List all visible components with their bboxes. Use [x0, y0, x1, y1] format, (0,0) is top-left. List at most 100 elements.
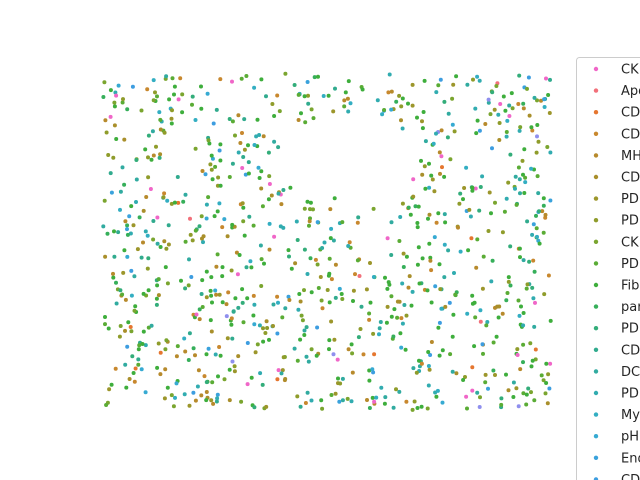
data-point	[118, 189, 123, 194]
data-point	[128, 325, 133, 329]
data-point	[236, 113, 241, 118]
data-point	[367, 378, 372, 383]
data-point	[442, 212, 447, 217]
data-point	[227, 398, 232, 403]
data-point	[302, 288, 306, 293]
data-point	[525, 219, 530, 224]
data-point	[169, 116, 174, 121]
data-point	[165, 385, 170, 390]
data-point	[518, 125, 523, 130]
data-point	[129, 329, 134, 334]
data-point	[497, 121, 502, 125]
data-point	[345, 396, 350, 401]
data-point	[374, 395, 379, 400]
data-point	[251, 223, 256, 228]
data-point	[478, 185, 483, 189]
data-point	[458, 249, 463, 254]
data-point	[391, 405, 396, 410]
data-point	[531, 222, 536, 227]
data-point	[163, 265, 168, 270]
data-point	[382, 108, 387, 112]
data-point	[241, 205, 246, 210]
data-point	[477, 78, 482, 83]
data-point	[503, 108, 508, 113]
data-point	[356, 215, 361, 220]
data-point	[158, 152, 163, 157]
data-point	[305, 80, 310, 84]
data-point	[261, 134, 266, 139]
data-point	[125, 107, 130, 112]
data-point	[319, 398, 324, 403]
data-point	[179, 278, 183, 283]
data-point	[473, 186, 478, 191]
data-point	[541, 230, 546, 235]
data-point	[434, 131, 438, 136]
data-point	[169, 121, 174, 126]
data-point	[349, 342, 354, 347]
data-point	[230, 119, 235, 124]
data-point	[544, 76, 548, 81]
data-point	[121, 97, 125, 102]
data-point	[448, 352, 453, 357]
data-point	[546, 93, 551, 97]
data-point	[518, 255, 522, 260]
data-point	[146, 175, 151, 180]
data-point	[313, 257, 318, 262]
data-point	[470, 188, 475, 193]
data-point	[204, 380, 209, 385]
data-point	[347, 240, 352, 245]
data-point	[386, 90, 391, 95]
scatter-points	[101, 71, 553, 412]
data-point	[370, 395, 375, 400]
legend-label: My	[621, 408, 640, 423]
data-point	[134, 177, 139, 182]
data-point	[235, 272, 240, 277]
data-point	[548, 361, 553, 366]
data-point	[104, 130, 109, 135]
data-point	[529, 166, 534, 171]
data-point	[370, 367, 375, 372]
data-point	[222, 217, 227, 222]
data-point	[214, 264, 219, 269]
data-point	[206, 346, 211, 351]
data-point	[276, 300, 280, 305]
data-point	[548, 150, 553, 155]
data-point	[287, 298, 292, 302]
data-point	[211, 401, 216, 406]
data-point	[230, 336, 235, 341]
data-point	[200, 305, 205, 309]
data-point	[125, 344, 130, 349]
data-point	[218, 183, 223, 188]
data-point	[255, 342, 260, 347]
data-point	[513, 186, 517, 191]
data-point	[140, 342, 145, 346]
data-point	[389, 220, 394, 225]
data-point	[521, 258, 526, 263]
data-point	[180, 92, 185, 97]
data-point	[294, 219, 299, 224]
data-point	[132, 308, 137, 313]
data-point	[193, 398, 198, 403]
data-point	[397, 389, 402, 394]
data-point	[315, 262, 320, 267]
data-point	[170, 108, 174, 113]
data-point	[521, 172, 525, 177]
data-point	[298, 299, 303, 304]
data-point	[410, 103, 415, 108]
data-point	[422, 164, 427, 169]
data-point	[190, 94, 195, 99]
data-point	[488, 112, 493, 117]
data-point	[146, 288, 151, 293]
data-point	[293, 261, 298, 266]
data-point	[245, 382, 250, 387]
data-point	[367, 317, 372, 322]
data-point	[526, 386, 531, 391]
data-point	[536, 191, 541, 196]
data-point	[171, 404, 176, 409]
data-point	[350, 351, 355, 356]
data-point	[218, 158, 223, 163]
data-point	[453, 292, 458, 297]
data-point	[511, 380, 516, 385]
data-point	[118, 324, 123, 328]
data-point	[193, 118, 198, 122]
